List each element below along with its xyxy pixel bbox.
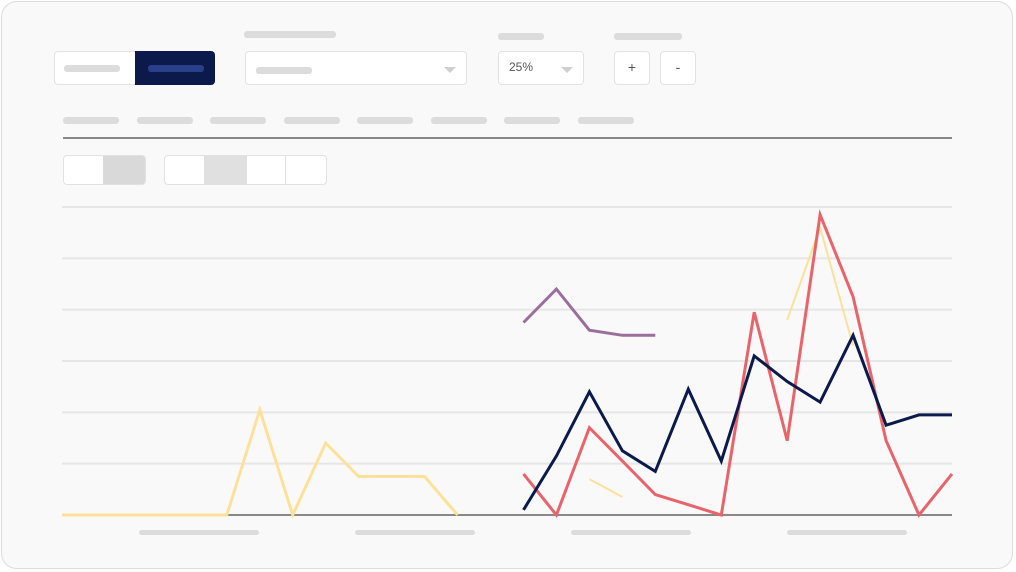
zoom-out-button[interactable]: -	[660, 51, 696, 85]
zoom-in-button[interactable]: +	[614, 51, 650, 85]
x-tick-label-4	[787, 530, 907, 535]
chevron-down-icon	[444, 67, 456, 73]
x-tick-label-2	[355, 530, 475, 535]
series-4-line-1	[522, 286, 656, 337]
toggle-2-option-c[interactable]	[247, 156, 286, 184]
toggle-1-option-b-active[interactable]	[103, 156, 145, 184]
toggle-group-1	[63, 155, 146, 185]
dropdown-label	[244, 31, 336, 38]
view-option-2-label	[148, 65, 204, 72]
view-option-2-active[interactable]	[135, 51, 215, 85]
chevron-down-icon	[561, 67, 573, 73]
tab-1[interactable]	[63, 117, 119, 124]
view-option-1-label	[64, 65, 120, 72]
series-3-line-1	[786, 224, 855, 346]
tab-3[interactable]	[210, 117, 266, 124]
zoom-label	[498, 33, 544, 40]
toggle-2-option-b-active[interactable]	[204, 156, 247, 184]
toggle-group-2	[164, 155, 327, 185]
series-5-line-1	[522, 208, 954, 518]
zoom-value: 25%	[509, 60, 534, 74]
zoom-select[interactable]: 25%	[498, 51, 584, 85]
tab-7[interactable]	[504, 117, 560, 124]
view-option-1[interactable]	[55, 52, 135, 84]
tab-4[interactable]	[284, 117, 340, 124]
zoom-buttons-label	[614, 33, 682, 40]
tab-6[interactable]	[431, 117, 487, 124]
view-toggle	[54, 51, 215, 85]
tab-5[interactable]	[357, 117, 413, 124]
series-6-line-1	[522, 331, 952, 511]
series-dropdown[interactable]	[245, 51, 467, 85]
x-tick-label-3	[571, 530, 691, 535]
series-2-line-1	[588, 478, 623, 498]
series-1-line-1	[62, 404, 459, 520]
x-tick-label-1	[139, 530, 259, 535]
tab-divider	[63, 137, 952, 139]
tab-2[interactable]	[137, 117, 193, 124]
dropdown-value	[256, 67, 312, 74]
tab-8[interactable]	[578, 117, 634, 124]
